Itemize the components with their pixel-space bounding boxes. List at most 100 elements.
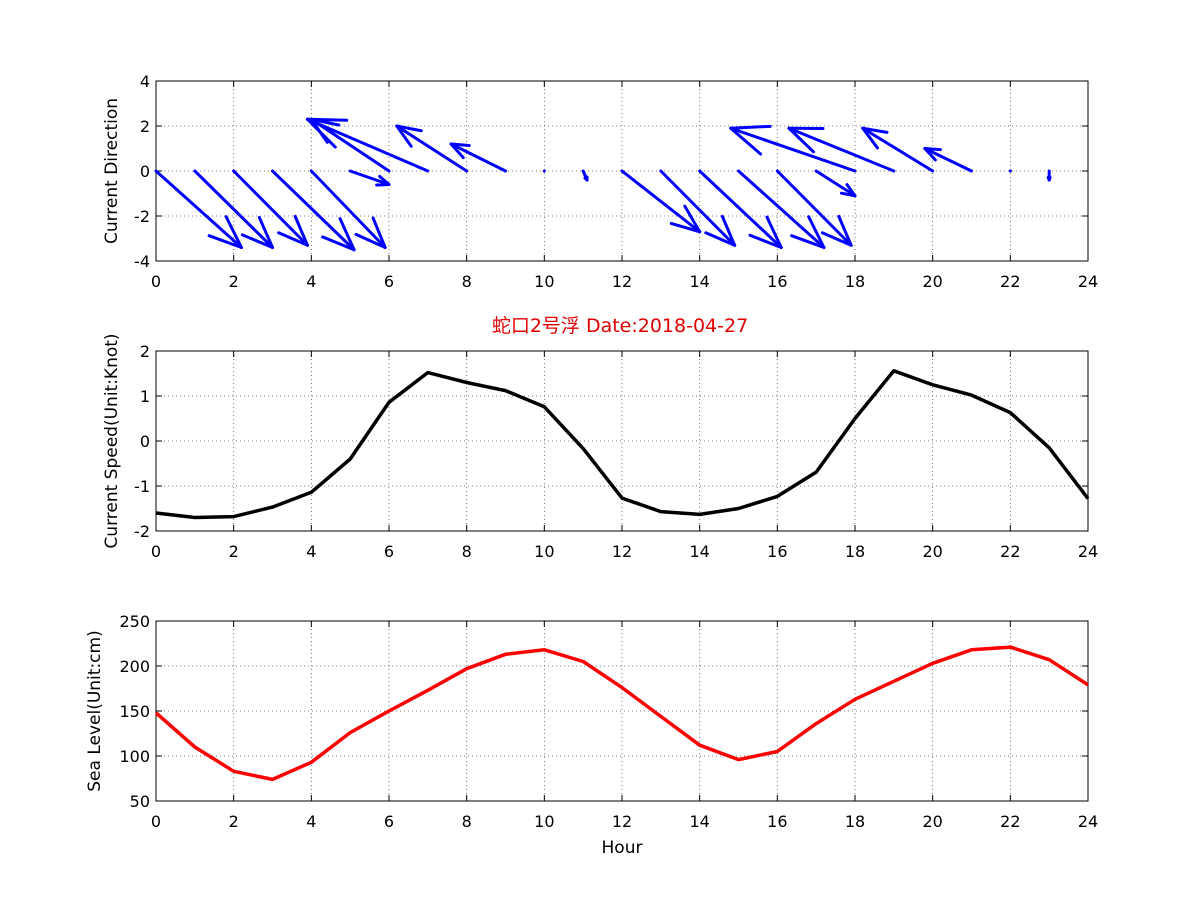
x-tick-label: 16 [767, 812, 787, 831]
arrow-shaft [193, 169, 274, 249]
y-tick-label: 4 [140, 72, 150, 91]
arrow-head [839, 191, 857, 198]
direction-arrow [232, 169, 309, 247]
arrow-head [765, 215, 783, 249]
sea-level-series-line [154, 645, 1089, 782]
x-tick-label: 0 [151, 542, 161, 561]
direction-arrow [305, 117, 430, 173]
x-tick-label: 20 [922, 272, 942, 291]
arrow-head [338, 217, 356, 252]
arrow-shaft [737, 169, 826, 249]
x-tick-label: 20 [922, 812, 942, 831]
y-tick-label: 0 [140, 162, 150, 181]
direction-arrow [923, 147, 973, 173]
x-axis-label: Hour [602, 838, 643, 858]
direction-arrow [309, 169, 387, 249]
direction-arrow [861, 126, 935, 173]
arrow-head [845, 183, 857, 198]
x-tick-label: 2 [229, 542, 239, 561]
arrow-shaft [729, 126, 857, 173]
x-tick-label: 0 [151, 272, 161, 291]
x-tick-label: 20 [922, 542, 942, 561]
direction-arrow [814, 169, 857, 198]
arrow-head [305, 117, 337, 149]
x-tick-label: 16 [767, 542, 787, 561]
arrow-head [787, 126, 815, 154]
arrow-head [861, 126, 879, 150]
x-tick-label: 6 [384, 272, 394, 291]
y-tick-label: 2 [140, 117, 150, 136]
direction-arrow [787, 126, 896, 173]
arrow-shaft [698, 169, 783, 249]
x-tick-label: 12 [612, 542, 632, 561]
direction-arrow [154, 169, 243, 249]
arrow-head [720, 214, 737, 247]
arrow-head [354, 232, 387, 249]
arrow-head [790, 234, 826, 249]
x-tick-label: 2 [229, 812, 239, 831]
arrow-head [683, 204, 702, 234]
arrow-head [395, 124, 413, 148]
x-tick-label: 2 [229, 272, 239, 291]
x-tick-label: 22 [1000, 542, 1020, 561]
arrow-head [293, 214, 309, 247]
y-tick-label: 0 [140, 432, 150, 451]
arrow-shaft [775, 169, 853, 247]
arrow-head [224, 215, 243, 249]
x-tick-label: 14 [689, 272, 709, 291]
arrow-head [729, 126, 763, 156]
x-tick-label: 6 [384, 812, 394, 831]
arrow-head [704, 231, 737, 247]
x-tick-label: 0 [151, 812, 161, 831]
arrow-shaft [814, 169, 857, 198]
arrow-shaft [787, 126, 896, 173]
arrow-head [807, 215, 826, 249]
x-tick-label: 10 [534, 812, 554, 831]
arrow-shaft [271, 169, 356, 252]
x-tick-label: 6 [384, 542, 394, 561]
y-tick-label: 150 [119, 702, 150, 721]
direction-arrow [729, 124, 857, 173]
arrow-head [305, 117, 349, 122]
arrow-head [669, 221, 702, 234]
direction-arrow [698, 169, 783, 249]
x-tick-label: 10 [534, 272, 554, 291]
y-axis-label: Sea Level(Unit:cm) [85, 630, 105, 791]
direction-arrow [581, 169, 589, 182]
speed-series-line [155, 369, 1090, 520]
arrow-shaft [620, 169, 702, 234]
arrow-shaft [861, 126, 935, 173]
y-tick-label: -4 [134, 252, 150, 271]
x-tick-label: 12 [612, 272, 632, 291]
arrow-head [240, 233, 274, 249]
arrow-head [449, 142, 465, 160]
y-tick-label: 200 [119, 657, 150, 676]
figure-title: 蛇口2号浮 Date:2018-04-27 [492, 315, 748, 337]
arrow-head [923, 147, 942, 152]
arrow-shaft [348, 169, 391, 186]
y-axis-label: Current Direction [102, 98, 122, 244]
arrow-head [748, 233, 783, 249]
direction-arrow [449, 142, 507, 173]
y-tick-label: 1 [140, 387, 150, 406]
x-tick-label: 12 [612, 812, 632, 831]
y-tick-label: 50 [130, 792, 150, 811]
arrow-shaft [449, 142, 507, 173]
x-tick-label: 8 [462, 812, 472, 831]
x-tick-label: 18 [845, 272, 865, 291]
arrow-head [321, 235, 356, 252]
y-tick-label: 250 [119, 612, 150, 631]
arrow-shaft [309, 169, 387, 249]
x-tick-label: 14 [689, 812, 709, 831]
y-axis-label: Current Speed(Unit:Knot) [102, 333, 122, 548]
arrow-head [378, 174, 391, 186]
arrow-head [837, 214, 853, 247]
direction-arrow [737, 169, 826, 249]
y-tick-label: 2 [140, 342, 150, 361]
arrow-head [729, 124, 772, 130]
arrow-head [395, 124, 423, 133]
direction-arrow [193, 169, 274, 249]
x-tick-label: 16 [767, 272, 787, 291]
